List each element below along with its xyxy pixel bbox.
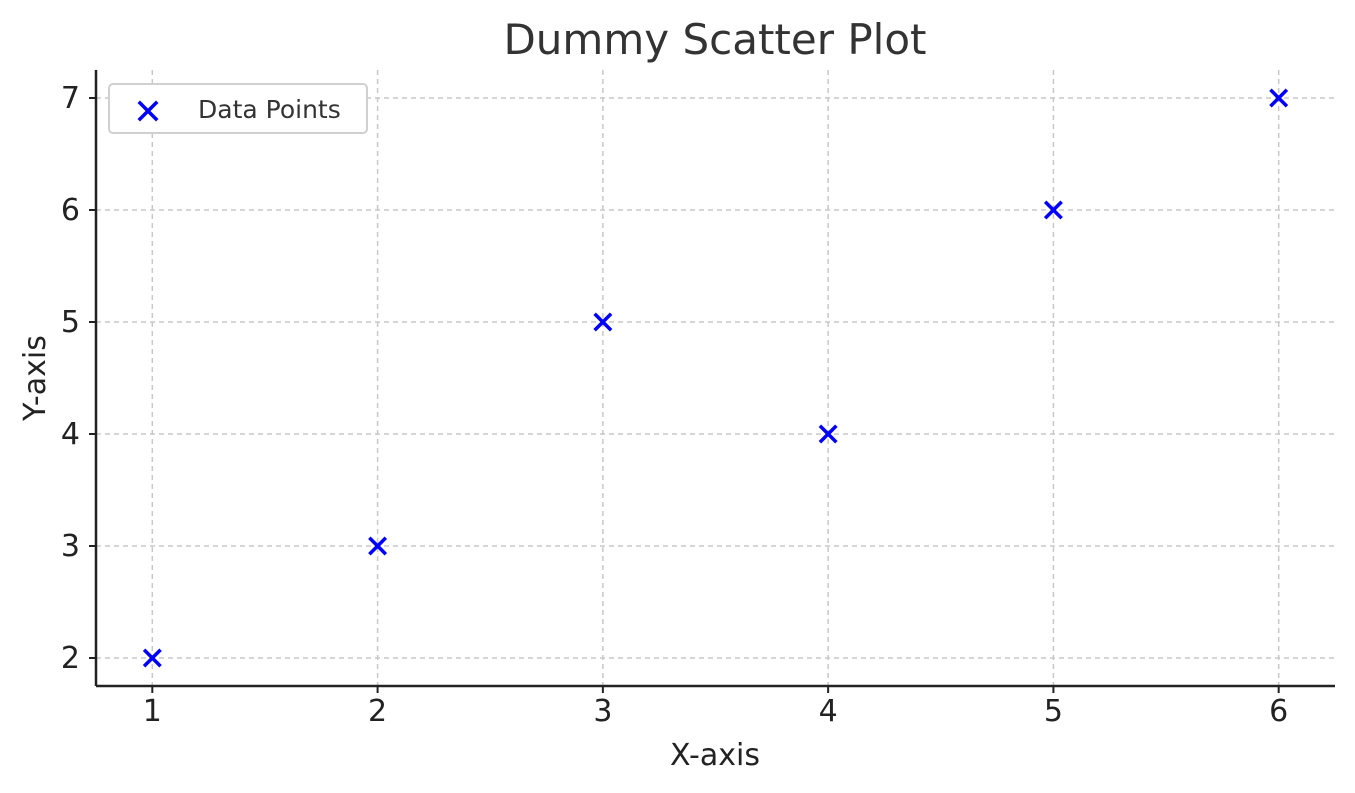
x-tick-label-2: 3 (593, 694, 612, 729)
legend-label: Data Points (198, 95, 341, 124)
y-axis-label: Y-axis (18, 335, 53, 422)
data-point-0-3 (818, 424, 838, 444)
x-tick-label-1: 2 (368, 694, 387, 729)
chart-title: Dummy Scatter Plot (503, 15, 926, 64)
data-point-0-0 (142, 648, 162, 668)
legend-marker-x-icon (137, 100, 159, 122)
y-tick-label-3: 5 (61, 305, 80, 340)
grid-layer (96, 70, 1335, 686)
data-points-layer (142, 88, 1289, 668)
y-tick-label-2: 4 (61, 417, 80, 452)
data-point-0-2 (593, 312, 613, 332)
y-tick-label-1: 3 (61, 529, 80, 564)
legend-box (108, 83, 368, 134)
x-tick-label-3: 4 (819, 694, 838, 729)
axes-layer (94, 70, 1335, 688)
x-axis-label: X-axis (670, 738, 760, 773)
data-point-0-4 (1043, 200, 1063, 220)
y-tick-label-4: 6 (61, 193, 80, 228)
y-tick-label-0: 2 (61, 641, 80, 676)
data-point-0-1 (368, 536, 388, 556)
data-point-0-5 (1269, 88, 1289, 108)
y-tick-label-5: 7 (61, 81, 80, 116)
x-tick-label-4: 5 (1044, 694, 1063, 729)
ticks-layer: 1 2 3 4 5 6 2 3 4 5 6 7 (61, 81, 1288, 729)
x-tick-label-0: 1 (143, 694, 162, 729)
x-tick-label-5: 6 (1269, 694, 1288, 729)
legend: Data Points (108, 83, 368, 134)
